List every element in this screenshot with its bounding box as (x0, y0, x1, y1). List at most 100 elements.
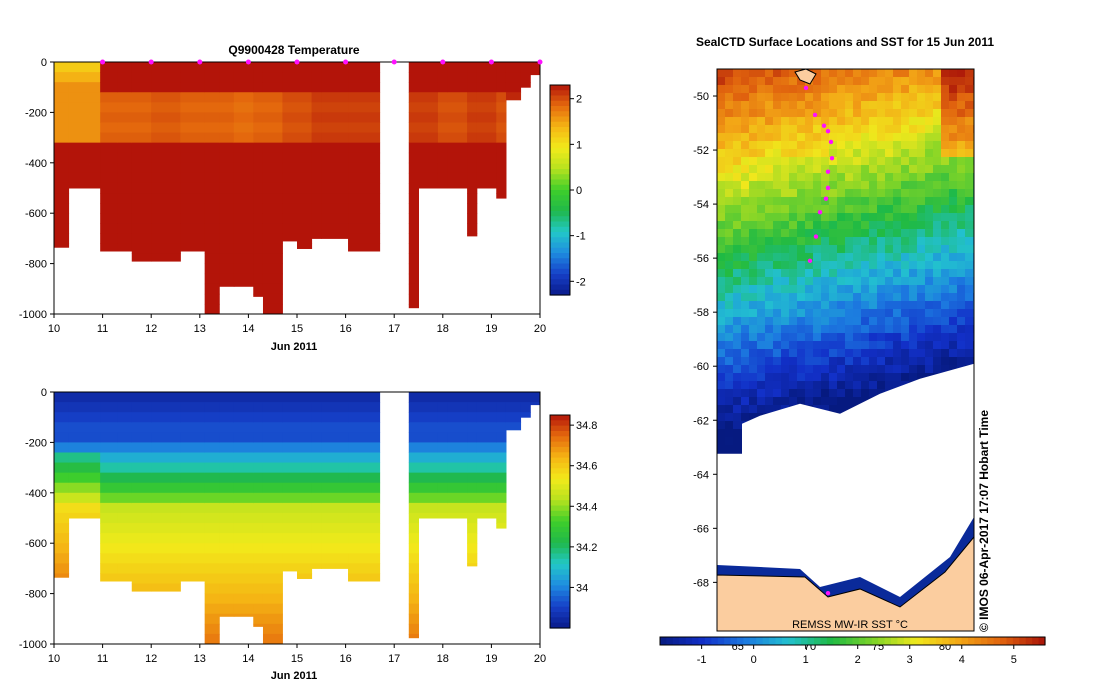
sst-pixel (789, 85, 798, 94)
track-point (829, 155, 835, 161)
temperature-cell (219, 223, 235, 234)
sst-pixel (853, 117, 862, 126)
salinity-cell (311, 432, 322, 443)
sst-pixel (861, 357, 870, 366)
lat-tick-label: -52 (693, 145, 709, 157)
colorbar-band (550, 558, 570, 565)
track-point (825, 590, 831, 596)
sst-pixel (957, 101, 966, 110)
sst-pixel (965, 293, 974, 302)
sst-pixel (789, 125, 798, 134)
sst-pixel (725, 77, 734, 86)
sst-pixel (933, 125, 942, 134)
sst-pixel (861, 141, 870, 150)
temperature-cell (437, 172, 449, 184)
salinity-cell (282, 563, 298, 572)
sst-pixel (917, 69, 926, 78)
sst-pixel (957, 293, 966, 302)
colorbar-band (550, 415, 570, 421)
temperature-cell (151, 122, 181, 134)
sst-pixel (957, 357, 966, 366)
colorbar-band (550, 521, 570, 528)
sst-pixel (749, 133, 758, 142)
sst-pixel (749, 173, 758, 182)
colorbar-tick-label: 1 (576, 139, 582, 151)
salinity-plot: 0-200-400-600-800-1000 10 11 12 13 14 15 16 17 1… (19, 387, 546, 682)
sst-pixel (821, 357, 830, 366)
salinity-cell (117, 573, 133, 582)
sst-pixel (901, 245, 910, 254)
sst-pixel (773, 117, 782, 126)
sst-pixel (837, 317, 846, 326)
sst-pixel (869, 269, 878, 278)
sst-pixel (877, 253, 886, 262)
sst-pixel (829, 373, 838, 382)
sst-pixel (733, 357, 742, 366)
sst-pixel (757, 277, 766, 286)
sst-pixel (781, 349, 790, 358)
salinity-cell (282, 462, 298, 474)
sst-pixel (965, 189, 974, 198)
sst-pixel (869, 229, 878, 238)
sst-pixel (861, 173, 870, 182)
x-tick-label: 18 (437, 323, 449, 335)
sst-pixel (757, 317, 766, 326)
sst-pixel (781, 317, 790, 326)
sst-pixel (901, 181, 910, 190)
sst-pixel (877, 157, 886, 166)
sst-colorbar-band (1038, 637, 1046, 645)
x-tick-label: 16 (339, 323, 351, 335)
salinity-cell (297, 442, 313, 453)
sst-pixel (805, 389, 814, 398)
temperature-cell (68, 142, 101, 154)
salinity-cell (321, 412, 349, 423)
salinity-cell (68, 452, 101, 464)
sst-pixel (853, 149, 862, 158)
sst-pixel (901, 133, 910, 142)
sst-pixel (813, 181, 822, 190)
salinity-cell (297, 502, 313, 514)
salinity-cell (204, 573, 220, 585)
sst-pixel (877, 197, 886, 206)
temperature-cell (437, 82, 449, 93)
colorbar-band (550, 106, 570, 112)
sst-pixel (845, 253, 854, 262)
temperature-cell (282, 102, 298, 113)
sst-colorbar-band (724, 637, 732, 645)
sst-pixel (725, 309, 734, 318)
salinity-cell (262, 573, 283, 585)
sst-pixel (933, 349, 942, 358)
sst-pixel (837, 381, 846, 390)
sst-pixel (853, 333, 862, 342)
temperature-cell (68, 102, 101, 113)
temperature-cell (311, 182, 322, 194)
salinity-cell (408, 543, 419, 554)
salinity-cell (68, 462, 101, 474)
temperature-cell (253, 182, 264, 194)
sst-colorbar-band (897, 637, 905, 645)
salinity-cell (253, 472, 264, 484)
salinity-cell (311, 543, 322, 554)
sst-pixel (797, 269, 806, 278)
temperature-cell (467, 112, 478, 123)
sst-pixel (789, 325, 798, 334)
temperature-cell (219, 203, 235, 214)
sst-pixel (925, 125, 934, 134)
salinity-cell (437, 472, 449, 484)
sst-pixel (773, 133, 782, 142)
sst-pixel (789, 245, 798, 254)
sst-pixel (789, 381, 798, 390)
salinity-cell (408, 603, 419, 615)
temperature-cell (467, 182, 478, 194)
colorbar-band (550, 537, 570, 544)
sst-pixel (829, 117, 838, 126)
sst-pixel (941, 357, 950, 366)
temperature-cell (408, 243, 419, 255)
salinity-cell (262, 392, 283, 403)
sst-pixel (805, 93, 814, 102)
salinity-cell (233, 533, 254, 544)
temperature-cell (321, 193, 349, 204)
temperature-cell (262, 293, 283, 305)
sst-pixel (893, 341, 902, 350)
sst-pixel (901, 357, 910, 366)
